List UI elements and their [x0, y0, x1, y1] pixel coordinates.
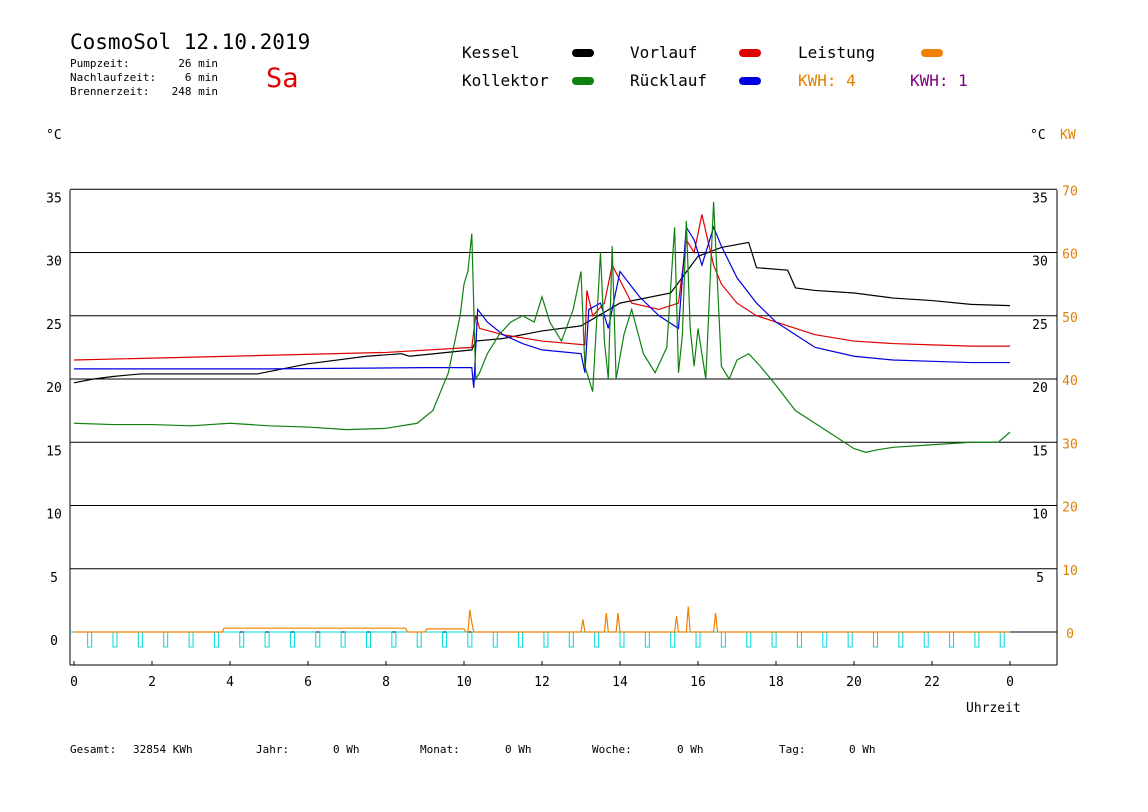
legend-label-ruecklauf: Rücklauf [630, 71, 708, 90]
left-axis-unit: °C [46, 128, 62, 143]
day-label: Sa [266, 63, 299, 94]
x-tick-label-11: 22 [924, 675, 940, 690]
y-tick-left-5: 5 [50, 571, 58, 586]
y2-tick-40: 40 [1062, 374, 1078, 389]
y2-tick-20: 20 [1062, 501, 1078, 516]
y-tick-left-30: 30 [46, 255, 62, 270]
y-tick-left-35: 35 [46, 191, 62, 206]
y-tick-left-0: 0 [50, 634, 58, 649]
legend-swatch-vorlauf [739, 49, 761, 57]
x-axis-label: Uhrzeit [966, 701, 1021, 716]
y-tick-right-15: 15 [1032, 444, 1048, 459]
stat-label-nachlaufzeit: Nachlaufzeit: [70, 71, 157, 84]
legend-swatch-kollektor [572, 77, 594, 85]
x-tick-label-1: 2 [148, 675, 156, 690]
y2-tick-10: 10 [1062, 564, 1078, 579]
series-leistung [74, 606, 1010, 633]
legend-swatch-ruecklauf [739, 77, 761, 85]
footer-value-gesamt: 32854 KWh [133, 743, 193, 756]
x-tick-label-0: 0 [70, 675, 78, 690]
footer-label-gesamt: Gesamt: [70, 743, 117, 756]
y-tick-left-20: 20 [46, 381, 62, 396]
footer-label-jahr: Jahr: [256, 743, 290, 756]
footer-value-tag: 0 Wh [849, 743, 876, 756]
x-tick-label-12: 0 [1006, 675, 1014, 690]
footer-value-monat: 0 Wh [505, 743, 532, 756]
y-tick-left-25: 25 [46, 318, 62, 333]
footer-label-woche: Woche: [592, 743, 632, 756]
y2-tick-50: 50 [1062, 311, 1078, 326]
x-tick-label-8: 16 [690, 675, 706, 690]
y2-tick-30: 30 [1062, 437, 1078, 452]
legend-swatch-kessel [572, 49, 594, 57]
footer-value-woche: 0 Wh [677, 743, 704, 756]
chart-title: CosmoSol 12.10.2019 [70, 30, 311, 54]
series-vorlauf [73, 214, 1010, 361]
footer-label-monat: Monat: [420, 743, 460, 756]
stat-value-pumpzeit: 26 min [178, 57, 218, 70]
y2-tick-70: 70 [1062, 184, 1078, 199]
x-tick-label-5: 10 [456, 675, 472, 690]
footer-value-jahr: 0 Wh [333, 743, 360, 756]
y2-tick-0: 0 [1066, 627, 1074, 642]
series-ruecklauf [74, 225, 1010, 388]
kwh-purple: KWH: 1 [910, 71, 968, 90]
x-tick-label-10: 20 [846, 675, 862, 690]
stat-label-pumpzeit: Pumpzeit: [70, 57, 130, 70]
y-tick-right-5: 5 [1036, 571, 1044, 586]
y-tick-left-15: 15 [46, 444, 62, 459]
y-tick-right-10: 10 [1032, 508, 1048, 523]
right-axis-unit-kw: KW [1060, 128, 1076, 143]
pump-pulse-line [70, 631, 1010, 648]
footer-label-tag: Tag: [779, 743, 806, 756]
y-tick-right-35: 35 [1032, 191, 1048, 206]
legend-label-vorlauf: Vorlauf [630, 43, 698, 62]
right-axis-unit: °C [1030, 128, 1046, 143]
x-tick-label-4: 8 [382, 675, 390, 690]
x-tick-label-6: 12 [534, 675, 550, 690]
series-kollektor [73, 201, 1011, 453]
legend-label-leistung: Leistung [798, 43, 876, 62]
legend-swatch-leistung [921, 49, 943, 57]
y-tick-right-20: 20 [1032, 381, 1048, 396]
legend-label-kollektor: Kollektor [462, 71, 549, 90]
legend-label-kessel: Kessel [462, 43, 520, 62]
stat-label-brennerzeit: Brennerzeit: [70, 85, 150, 98]
x-tick-label-2: 4 [226, 675, 234, 690]
series-kessel [73, 241, 1011, 384]
y-tick-left-10: 10 [46, 508, 62, 523]
x-tick-label-7: 14 [612, 675, 628, 690]
stat-value-brennerzeit: 248 min [171, 85, 218, 98]
kwh-orange: KWH: 4 [798, 71, 856, 90]
stat-value-nachlaufzeit: 6 min [184, 71, 218, 84]
y-tick-right-30: 30 [1032, 255, 1048, 270]
x-tick-label-9: 18 [768, 675, 784, 690]
y-tick-right-25: 25 [1032, 318, 1048, 333]
x-tick-label-3: 6 [304, 675, 312, 690]
y2-tick-60: 60 [1062, 248, 1078, 263]
